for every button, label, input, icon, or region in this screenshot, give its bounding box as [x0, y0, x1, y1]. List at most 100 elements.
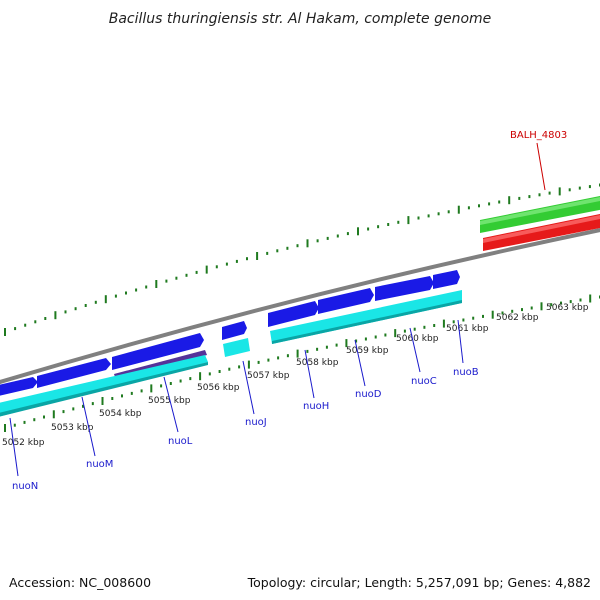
leader-line [354, 339, 366, 387]
minor-tick [538, 193, 541, 197]
minor-tick [140, 389, 143, 393]
minor-tick [277, 356, 280, 360]
gene-label-nuoN[interactable]: nuoN [12, 481, 38, 492]
minor-tick [175, 276, 178, 280]
gene-labels: nuoN nuoM nuoL nuoJ nuoH nuoD nuoC nuoB … [12, 130, 567, 492]
forward-cds-arrow [222, 321, 247, 340]
minor-tick [325, 345, 328, 349]
minor-tick [215, 265, 218, 269]
forward-cds-arrow [318, 288, 374, 314]
reverse-cds-arrow [270, 290, 462, 344]
major-tick [296, 349, 299, 358]
gene-leader-lines [9, 142, 546, 477]
scale-label: 5058 kbp [296, 358, 339, 368]
forward-cds-arrow [37, 358, 111, 388]
minor-tick [427, 214, 430, 218]
minor-tick [548, 191, 551, 195]
scale-label: 5055 kbp [148, 396, 191, 406]
minor-tick [91, 402, 94, 406]
minor-tick [13, 423, 16, 427]
minor-tick [82, 404, 84, 408]
minor-tick [33, 418, 36, 422]
gene-label-nuoD[interactable]: nuoD [355, 389, 382, 400]
major-tick [4, 424, 6, 432]
minor-tick [423, 325, 426, 329]
scale-label: 5054 kbp [99, 409, 142, 419]
leader-line [242, 360, 255, 415]
minor-tick [235, 259, 238, 263]
minor-tick [238, 365, 241, 369]
forward-cds-arrow [112, 333, 204, 370]
minor-tick [225, 262, 228, 266]
minor-tick [387, 223, 390, 226]
minor-tick [364, 337, 367, 341]
scale-label: 5056 kbp [197, 383, 240, 393]
major-tick [54, 311, 57, 320]
minor-tick [64, 310, 67, 314]
leader-line [81, 396, 96, 457]
minor-tick [498, 200, 501, 204]
scale-label: 5057 kbp [247, 371, 290, 381]
outer-tick-track [4, 183, 600, 336]
leader-line [536, 142, 546, 191]
gene-label-nuoB[interactable]: nuoB [453, 367, 479, 378]
major-tick [558, 187, 561, 196]
minor-tick [114, 294, 117, 298]
minor-tick [160, 384, 163, 388]
minor-tick [296, 244, 299, 248]
minor-tick [179, 379, 182, 383]
scale-label: 5060 kbp [396, 334, 439, 344]
minor-tick [472, 316, 475, 320]
gene-label-nuoH[interactable]: nuoH [303, 401, 329, 412]
minor-tick [482, 314, 484, 318]
minor-tick [521, 308, 523, 312]
gene-label-BALH_4803[interactable]: BALH_4803 [510, 130, 567, 141]
major-tick [101, 397, 104, 405]
minor-tick [355, 339, 358, 343]
minor-tick [94, 300, 97, 304]
minor-tick [165, 279, 168, 283]
major-tick [155, 280, 158, 288]
minor-tick [84, 304, 87, 307]
major-tick [104, 295, 107, 304]
major-tick [457, 205, 460, 214]
gene-label-nuoL[interactable]: nuoL [168, 436, 193, 447]
major-tick [199, 372, 202, 381]
minor-tick [267, 358, 270, 362]
leader-line [457, 319, 464, 364]
gene-label-nuoC[interactable]: nuoC [411, 376, 437, 387]
minor-tick [578, 186, 581, 190]
major-tick [442, 319, 445, 328]
minor-tick [185, 273, 188, 277]
minor-tick [488, 202, 491, 206]
minor-tick [417, 216, 420, 220]
major-tick [589, 294, 592, 303]
minor-tick [228, 367, 231, 371]
minor-tick [367, 227, 370, 231]
scale-label: 5063 kbp [546, 303, 589, 313]
minor-tick [346, 232, 349, 236]
minor-tick [433, 324, 436, 327]
reverse-cds-shade [272, 300, 462, 344]
gene-label-nuoJ[interactable]: nuoJ [245, 417, 267, 428]
minor-tick [23, 420, 26, 424]
scale-label: 5053 kbp [51, 423, 94, 433]
scale-labels: 5052 kbp 5053 kbp 5054 kbp 5055 kbp 5056… [2, 303, 589, 448]
minor-tick [286, 246, 289, 250]
minor-tick [518, 196, 521, 200]
minor-tick [72, 407, 75, 411]
minor-tick [44, 317, 47, 320]
highlight-reverse-shine [483, 215, 600, 243]
scale-label: 5061 kbp [446, 324, 489, 334]
minor-tick [413, 327, 416, 331]
minor-tick [437, 212, 440, 216]
gene-label-nuoM[interactable]: nuoM [86, 459, 113, 470]
minor-tick [478, 204, 480, 208]
major-tick [540, 302, 543, 311]
leader-line [304, 349, 315, 399]
major-tick [205, 265, 208, 274]
major-tick [508, 196, 511, 205]
minor-tick [560, 301, 562, 305]
major-tick [357, 227, 359, 236]
minor-tick [550, 303, 553, 307]
